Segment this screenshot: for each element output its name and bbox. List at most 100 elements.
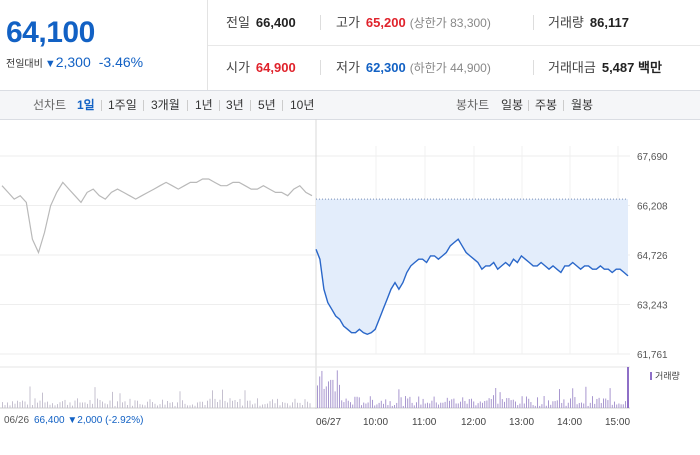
volume-bar — [34, 398, 36, 408]
volume-bar — [239, 398, 241, 408]
period-1d-button[interactable]: 1일 — [77, 98, 95, 112]
volume-bar — [565, 405, 567, 408]
candle-daily-button[interactable]: 일봉 — [501, 98, 524, 112]
volume-bar — [451, 399, 453, 408]
prev-day-date: 06/26 — [4, 415, 30, 426]
period-3y-button[interactable]: 3년 — [226, 98, 244, 112]
volume-bar — [325, 386, 327, 408]
volume-bar — [202, 401, 203, 408]
period-10y-button[interactable]: 10년 — [290, 98, 315, 112]
volume-bar — [596, 398, 598, 408]
period-3m-button[interactable]: 3개월 — [151, 98, 180, 112]
volume-bar — [501, 399, 503, 408]
volume-bar — [490, 398, 492, 408]
volume-bar — [598, 397, 600, 408]
volume-bar — [347, 400, 349, 408]
volume-bar — [444, 401, 446, 408]
volume-bar — [479, 401, 481, 408]
volume-bar — [572, 388, 574, 408]
volume-bar — [169, 402, 171, 408]
volume-bar — [574, 397, 576, 408]
volume-bar — [247, 400, 248, 408]
volume-bar — [222, 389, 223, 408]
volume-bar — [82, 402, 83, 408]
volume-bar — [254, 403, 256, 408]
volume-bar — [567, 402, 569, 408]
volume-bar — [515, 401, 516, 408]
volume-bar — [157, 405, 158, 408]
stats-table: 전일 66,400 고가 65,200 (상한가 83,300) 거래량 86,117 … — [208, 0, 700, 90]
volume-bar — [132, 405, 133, 408]
candle-weekly-button[interactable]: 주봉 — [535, 98, 558, 112]
volume-bar — [407, 398, 409, 408]
quote-header: 64,100 전일대비 ▼2,300 -3.46% 전일 66,400 고가 65,20… — [0, 0, 700, 90]
volume-bar — [7, 402, 8, 408]
x-axis-label: 13:00 — [509, 417, 534, 428]
volume-bar — [482, 402, 483, 408]
volume-bar — [109, 400, 111, 408]
volume-bar — [471, 398, 472, 408]
volume-bar — [418, 396, 420, 408]
volume-bar — [72, 405, 73, 408]
volume-bar — [292, 402, 293, 408]
volume-bar — [354, 396, 356, 408]
volume-bar — [144, 405, 146, 408]
volume-bar — [563, 399, 565, 408]
price-change: 전일대비 ▼2,300 -3.46% — [6, 54, 143, 70]
volume-bar — [488, 398, 490, 408]
volume-bar — [104, 403, 106, 408]
volume-bar — [539, 405, 541, 408]
volume-bar — [462, 397, 464, 408]
volume-bar — [361, 405, 362, 408]
x-axis-label: 06/27 — [316, 417, 341, 428]
volume-bar — [343, 402, 345, 408]
volume-bar — [605, 398, 607, 408]
period-5y-button[interactable]: 5년 — [258, 98, 276, 112]
volume-bar — [127, 404, 128, 408]
volume-bar — [112, 391, 113, 408]
volume-bar — [600, 403, 602, 408]
y-tick-label: 64,726 — [637, 251, 668, 262]
volume-bar — [429, 403, 431, 408]
volume-bar — [184, 403, 186, 408]
volume-bar — [330, 379, 332, 408]
volume-bar — [497, 403, 499, 408]
volume-bar — [114, 405, 116, 408]
volume-bar — [244, 390, 246, 408]
volume-bar — [59, 402, 61, 408]
volume-bar — [52, 403, 53, 408]
candle-monthly-button[interactable]: 월봉 — [571, 98, 594, 112]
volume-bar — [89, 400, 91, 408]
volume-bar — [589, 402, 591, 408]
volume-bar — [159, 404, 161, 408]
period-1y-button[interactable]: 1년 — [195, 98, 213, 112]
volume-bar — [413, 405, 415, 408]
change-percent: -3.46% — [98, 54, 144, 70]
volume-bar — [107, 404, 108, 408]
volume-bar — [167, 401, 168, 408]
volume-bar — [179, 391, 181, 408]
volume-bar — [284, 402, 286, 408]
volume-bar — [543, 396, 545, 408]
volume-bar — [39, 400, 41, 408]
volume-bar — [506, 398, 508, 408]
volume-bar — [199, 401, 201, 408]
period-1w-button[interactable]: 1주일 — [108, 98, 137, 112]
volume-bar — [614, 401, 615, 408]
volume-bar — [400, 397, 402, 408]
volume-bar — [234, 399, 236, 408]
volume-bar — [237, 401, 238, 408]
volume-bar — [232, 400, 233, 408]
volume-bar — [249, 400, 251, 408]
candle-chart-label: 봉차트 — [456, 98, 490, 112]
volume-bar — [252, 404, 253, 408]
volume-bar — [433, 396, 435, 408]
volume-bar — [627, 367, 629, 408]
volume-bar — [282, 402, 283, 408]
volume-bar — [29, 386, 31, 408]
volume-bar — [219, 399, 221, 408]
volume-bar — [2, 402, 3, 408]
volume-bar — [457, 403, 459, 408]
volume-bar — [99, 400, 101, 408]
volume-bar — [528, 398, 530, 408]
